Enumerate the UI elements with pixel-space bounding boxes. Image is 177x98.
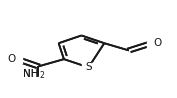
Text: NH: NH xyxy=(23,69,38,79)
Bar xyxy=(82,64,95,71)
Bar xyxy=(147,40,156,47)
Text: O: O xyxy=(153,38,161,48)
Bar xyxy=(30,77,47,84)
Text: 2: 2 xyxy=(39,71,44,80)
Text: NH: NH xyxy=(23,69,38,79)
Bar xyxy=(13,56,22,63)
Text: S: S xyxy=(85,62,92,72)
Text: O: O xyxy=(8,54,16,64)
